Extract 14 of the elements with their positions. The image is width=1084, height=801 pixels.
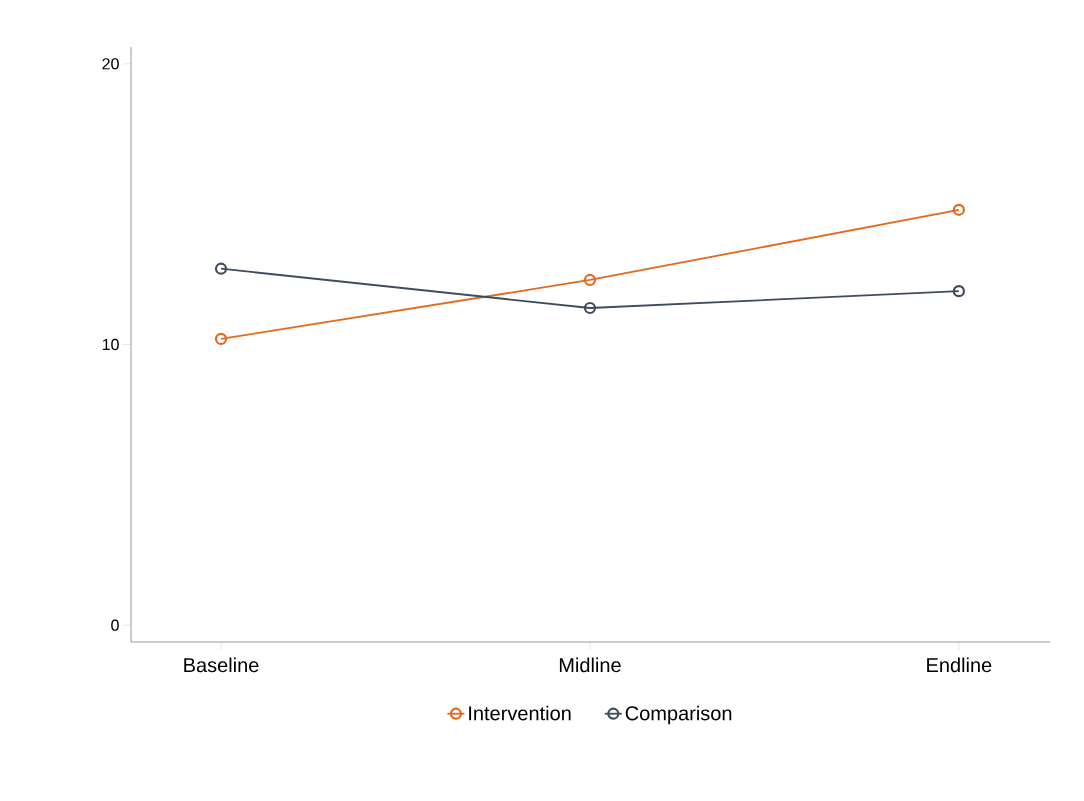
point — [583, 273, 597, 287]
point — [214, 332, 228, 345]
point — [214, 262, 228, 275]
y-tick-label: 20 — [102, 58, 119, 70]
y-tick-label: 10 — [102, 338, 119, 351]
x-tick-label: Midline — [559, 657, 621, 673]
x-tick-label: Baseline — [184, 657, 259, 673]
point — [952, 285, 965, 298]
legend-label: Comparison — [625, 705, 732, 725]
point — [952, 203, 965, 216]
point — [583, 301, 597, 315]
y-tick-label: 0 — [111, 619, 119, 631]
x-tick-label: Endline — [927, 657, 992, 673]
legend-label: Intervention — [469, 705, 571, 721]
